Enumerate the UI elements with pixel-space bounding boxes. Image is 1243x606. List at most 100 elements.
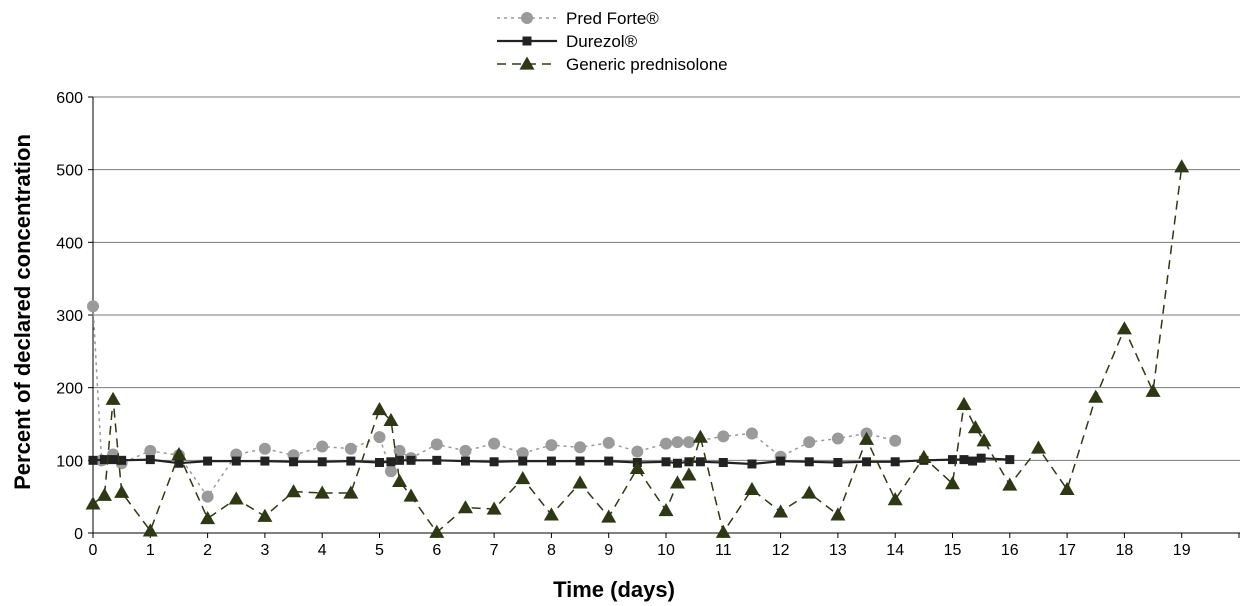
series-group	[85, 159, 1190, 538]
data-point-1-18	[489, 457, 499, 467]
data-point-0-21	[574, 441, 587, 454]
data-point-2-38	[967, 420, 983, 434]
data-point-1-9	[289, 457, 299, 467]
data-point-1-17	[460, 456, 470, 466]
y-tick-label-400: 400	[56, 235, 83, 252]
data-point-2-31	[801, 485, 817, 499]
x-tick-label-18: 18	[1116, 542, 1134, 559]
series-line-2	[92, 166, 1183, 535]
x-tick-label-3: 3	[260, 542, 269, 559]
data-point-2-2	[105, 391, 121, 405]
data-point-1-10	[317, 457, 327, 467]
data-point-0-30	[803, 436, 816, 449]
data-point-1-22	[604, 456, 614, 466]
data-point-2-39	[976, 433, 992, 447]
data-point-0-10	[316, 440, 329, 453]
x-tick-label-15: 15	[944, 542, 962, 559]
data-point-2-23	[629, 460, 645, 474]
data-point-2-46	[1174, 159, 1190, 173]
data-point-2-12	[372, 401, 387, 416]
data-point-2-24	[658, 502, 674, 517]
data-point-2-9	[286, 484, 302, 498]
data-point-2-13	[383, 412, 399, 426]
data-point-1-34	[890, 457, 900, 467]
data-point-2-5	[171, 447, 187, 461]
data-point-2-43	[1088, 389, 1104, 403]
data-point-2-42	[1059, 481, 1075, 496]
data-point-0-16	[430, 438, 443, 451]
data-point-2-35	[916, 449, 932, 464]
grid-lines	[93, 96, 1240, 461]
data-point-1-7	[231, 456, 241, 466]
data-point-0-28	[745, 427, 758, 440]
y-axis-title: Percent of declared concentration	[10, 134, 35, 490]
legend: Pred Forte® Durezol® Generic prednisolone	[497, 9, 728, 74]
data-point-2-21	[572, 475, 588, 489]
data-point-2-29	[744, 481, 760, 496]
data-point-0-23	[631, 445, 644, 458]
axes	[88, 96, 1240, 538]
x-axis-title: Time (days)	[553, 577, 675, 602]
data-point-2-1	[96, 487, 112, 501]
data-point-1-3	[117, 455, 127, 465]
data-point-1-19	[518, 456, 528, 466]
data-point-2-30	[773, 504, 789, 518]
x-tick-label-4: 4	[318, 542, 327, 559]
data-point-2-44	[1116, 321, 1132, 335]
data-point-2-4	[142, 523, 158, 537]
legend-label-1: Durezol®	[566, 32, 638, 51]
data-point-0-0	[87, 300, 99, 313]
data-point-1-5	[174, 458, 184, 468]
data-point-0-33	[889, 434, 902, 447]
data-point-1-27	[695, 457, 705, 467]
x-tick-label-2: 2	[203, 542, 212, 559]
data-point-1-16	[432, 455, 442, 465]
legend-label-0: Pred Forte®	[566, 9, 659, 28]
data-point-1-4	[145, 455, 155, 465]
data-point-0-24	[660, 437, 672, 450]
data-point-1-13	[386, 457, 396, 467]
data-point-1-8	[260, 456, 270, 466]
x-tick-label-9: 9	[604, 542, 613, 559]
data-point-1-11	[346, 456, 356, 466]
x-tick-label-7: 7	[490, 542, 499, 559]
data-point-2-7	[228, 491, 244, 505]
data-point-2-6	[200, 510, 216, 525]
data-point-0-20	[545, 439, 558, 452]
data-point-2-19	[515, 471, 531, 485]
data-point-2-16	[429, 524, 445, 538]
data-point-1-21	[575, 456, 585, 466]
x-tick-label-0: 0	[89, 542, 98, 559]
data-point-0-11	[344, 442, 357, 455]
data-point-0-12	[373, 431, 386, 444]
data-point-0-4	[144, 444, 157, 457]
series-1	[88, 453, 1015, 469]
data-point-2-8	[257, 508, 273, 522]
data-point-1-25	[672, 458, 682, 468]
x-tick-label-19: 19	[1173, 542, 1191, 559]
legend-label-2: Generic prednisolone	[566, 55, 728, 74]
data-point-2-25	[669, 475, 685, 489]
x-tick-label-1: 1	[146, 542, 155, 559]
data-point-1-30	[776, 456, 786, 466]
data-point-2-45	[1145, 383, 1161, 397]
data-point-2-33	[859, 431, 875, 445]
y-tick-label-600: 600	[56, 90, 83, 107]
data-point-0-17	[459, 444, 472, 457]
series-line-0	[92, 306, 896, 499]
data-point-0-31	[831, 432, 844, 445]
data-point-2-10	[314, 485, 330, 499]
data-point-1-6	[203, 456, 213, 466]
y-tick-label-200: 200	[56, 381, 83, 398]
data-point-1-33	[862, 457, 872, 467]
y-tick-label-0: 0	[74, 526, 83, 543]
data-point-0-25	[671, 436, 684, 449]
data-point-0-8	[258, 442, 271, 455]
data-point-1-37	[959, 455, 969, 465]
x-tick-label-5: 5	[375, 542, 384, 559]
data-point-0-13	[384, 465, 397, 478]
data-point-2-11	[343, 485, 359, 499]
data-point-1-31	[804, 457, 814, 467]
data-point-2-15	[403, 488, 419, 502]
